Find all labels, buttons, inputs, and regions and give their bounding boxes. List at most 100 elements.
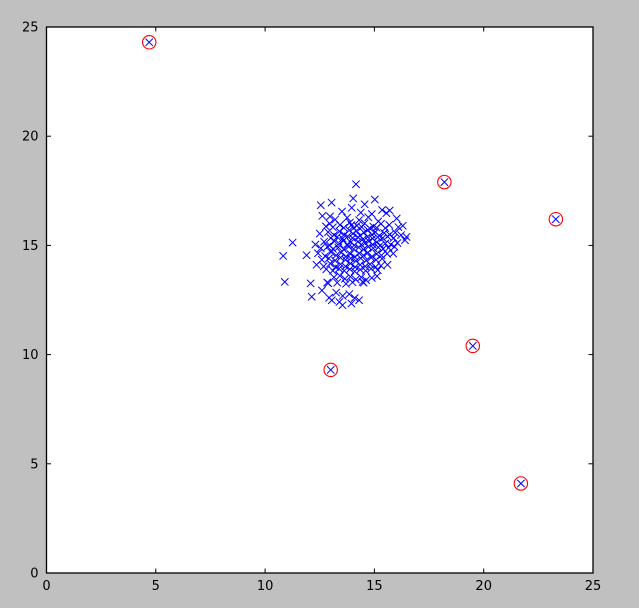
y-tick-label: 15 (22, 239, 39, 254)
y-tick-label: 0 (30, 567, 38, 582)
data-point (370, 195, 379, 204)
data-point (280, 278, 289, 286)
data-point (348, 278, 357, 287)
data-point (333, 233, 342, 241)
data-point (366, 260, 374, 269)
data-point (398, 221, 407, 230)
data-point (320, 237, 328, 246)
data-point (374, 243, 383, 252)
data-point (394, 223, 403, 231)
y-tick-label: 20 (22, 130, 39, 145)
data-point (318, 286, 326, 295)
data-point (338, 207, 346, 216)
data-point (316, 201, 325, 210)
data-point (390, 242, 399, 251)
data-point (344, 242, 353, 251)
data-point (392, 214, 401, 223)
outlier-point (326, 366, 335, 374)
data-point (347, 203, 356, 212)
data-point (364, 242, 373, 251)
data-point (322, 222, 330, 231)
data-point (349, 245, 358, 253)
data-point (346, 265, 354, 274)
x-tick-label: 15 (366, 579, 383, 594)
data-point (324, 228, 332, 236)
data-point (377, 261, 385, 270)
y-tick-label: 5 (30, 457, 38, 472)
data-point (355, 296, 363, 305)
data-point (323, 242, 332, 251)
data-point (360, 200, 369, 209)
data-point (359, 278, 368, 287)
data-point (350, 267, 359, 276)
data-point (327, 296, 336, 305)
data-point (332, 288, 340, 297)
data-point (367, 253, 375, 262)
y-tick-label: 10 (22, 348, 39, 363)
data-point (318, 212, 327, 220)
data-point (327, 198, 336, 207)
data-point (382, 209, 391, 217)
data-point (312, 260, 321, 269)
outlier-point (440, 178, 449, 186)
outlier-point (551, 215, 560, 224)
data-point (314, 249, 322, 258)
data-point (315, 229, 324, 238)
data-point (372, 223, 381, 232)
data-point (327, 248, 335, 257)
data-point (336, 271, 344, 280)
data-point (338, 292, 347, 300)
data-point (356, 254, 365, 263)
plot-area (45, 26, 594, 574)
data-point (389, 234, 398, 242)
data-point (307, 292, 316, 301)
data-point (356, 208, 365, 217)
data-point (378, 254, 386, 263)
data-point (338, 234, 347, 243)
x-tick-label: 0 (42, 579, 50, 594)
data-point (336, 260, 345, 269)
data-point (389, 249, 398, 258)
data-point (355, 216, 363, 224)
data-point (381, 224, 390, 232)
data-point (363, 233, 372, 241)
data-point (338, 301, 347, 310)
data-point (331, 256, 339, 265)
data-point (326, 259, 335, 268)
outlier-point (468, 342, 477, 350)
data-point (363, 226, 372, 234)
x-tick-label: 5 (152, 579, 160, 594)
outlier-ring (465, 338, 481, 354)
data-point (352, 180, 360, 189)
outlier-ring (548, 211, 564, 227)
data-point (345, 290, 354, 298)
data-point (311, 240, 320, 249)
data-point (373, 272, 381, 281)
outlier-ring (323, 362, 338, 378)
x-tick-label: 25 (585, 579, 602, 594)
data-point (341, 262, 350, 271)
data-point (360, 228, 368, 237)
data-point (316, 244, 325, 253)
outlier-ring (141, 35, 157, 50)
data-point (349, 194, 358, 203)
data-point (367, 274, 376, 282)
data-point (355, 249, 363, 258)
data-point (342, 279, 350, 288)
outlier-ring (513, 476, 529, 491)
data-point (364, 213, 373, 222)
data-point (386, 240, 395, 249)
outlier-point (517, 479, 525, 488)
data-point (335, 227, 344, 236)
outlier-point (145, 38, 154, 47)
data-point (378, 234, 387, 242)
data-point (361, 266, 370, 275)
data-point (359, 235, 367, 243)
data-point (333, 278, 342, 287)
data-point (378, 206, 386, 214)
data-point (335, 264, 343, 273)
outlier-ring (437, 174, 452, 190)
y-tick-label: 25 (22, 21, 39, 36)
data-point (336, 221, 344, 229)
